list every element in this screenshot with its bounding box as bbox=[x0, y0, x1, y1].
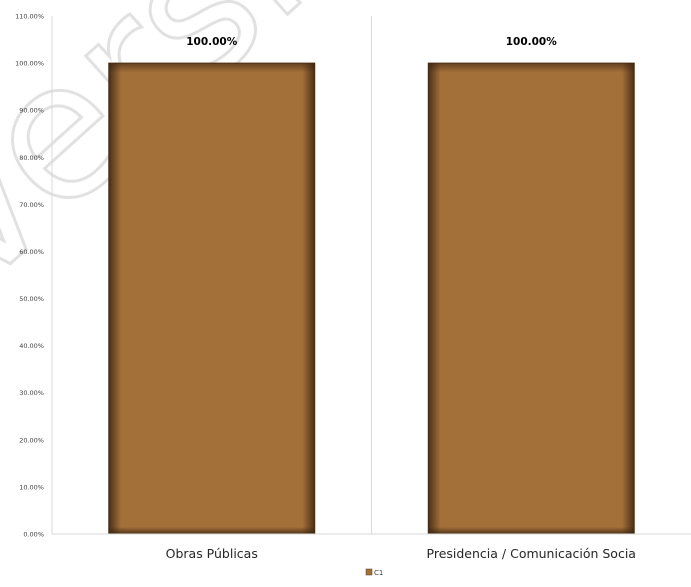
legend-swatch bbox=[365, 568, 373, 576]
y-tick-label: 30.00% bbox=[19, 389, 44, 397]
bar-bevel-ends bbox=[108, 63, 315, 534]
category-label: Obras Públicas bbox=[166, 546, 258, 561]
data-label: 100.00% bbox=[506, 36, 558, 48]
y-tick-label: 70.00% bbox=[19, 201, 44, 209]
data-label: 100.00% bbox=[186, 36, 238, 48]
y-tick-label: 100.00% bbox=[15, 60, 44, 68]
legend: C1 bbox=[365, 568, 383, 577]
y-tick-label: 10.00% bbox=[19, 483, 44, 491]
bar-series bbox=[108, 62, 635, 535]
y-tick-label: 60.00% bbox=[19, 248, 44, 256]
y-tick-label: 0.00% bbox=[23, 531, 44, 539]
bar-bevel-ends bbox=[428, 63, 635, 534]
y-tick-label: 40.00% bbox=[19, 342, 44, 350]
category-label: Presidencia / Comunicación Socia bbox=[427, 546, 636, 561]
y-tick-label: 90.00% bbox=[19, 107, 44, 115]
y-tick-label: 50.00% bbox=[19, 295, 44, 303]
bar bbox=[427, 62, 635, 535]
data-labels: 100.00% 100.00% bbox=[186, 36, 557, 48]
y-tick-label: 80.00% bbox=[19, 154, 44, 162]
bar bbox=[108, 62, 316, 535]
y-axis: 0.00% 10.00% 20.00% 30.00% 40.00% 50.00% 60.00… bbox=[15, 13, 53, 539]
x-axis: Obras Públicas Presidencia / Comunicación… bbox=[52, 533, 691, 561]
legend-label: C1 bbox=[374, 569, 383, 577]
y-tick-label: 110.00% bbox=[15, 13, 44, 21]
y-tick-label: 20.00% bbox=[19, 436, 44, 444]
